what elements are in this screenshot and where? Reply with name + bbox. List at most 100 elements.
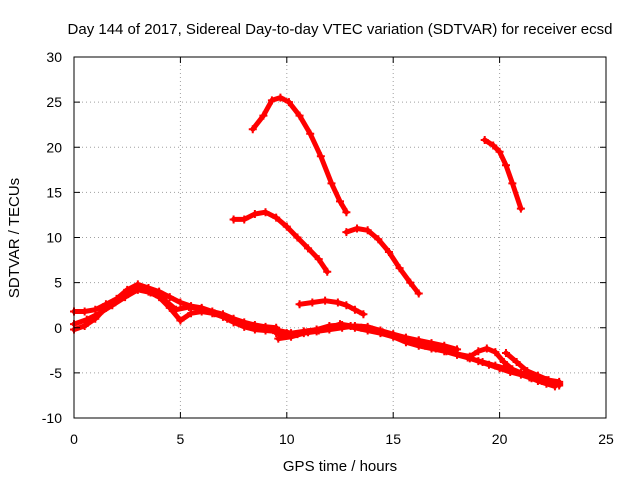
data-point-marker	[508, 365, 517, 374]
data-point-marker	[176, 298, 185, 307]
data-point-marker	[474, 347, 483, 356]
y-tick-label: -5	[50, 365, 63, 381]
data-point-marker	[525, 373, 534, 382]
data-point-marker	[82, 315, 91, 324]
data-point-marker	[325, 325, 334, 334]
data-point-marker	[187, 309, 196, 318]
y-tick-label: 25	[46, 94, 62, 110]
data-point-marker	[316, 152, 325, 161]
data-point-marker	[389, 330, 398, 339]
x-axis-label: GPS time / hours	[283, 458, 397, 475]
data-point-marker	[453, 345, 462, 354]
data-point-marker	[261, 323, 270, 332]
data-point-marker	[550, 382, 559, 391]
y-tick-label: 0	[54, 320, 62, 336]
data-point-marker	[293, 233, 302, 242]
y-tick-label: 20	[46, 139, 62, 155]
data-point-marker	[482, 344, 491, 353]
data-point-marker	[287, 332, 296, 341]
series-line-arc-3	[343, 226, 422, 296]
series-line-arc-2	[231, 209, 330, 275]
data-point-marker	[501, 349, 510, 358]
data-point-marker	[304, 244, 313, 253]
data-point-marker	[414, 336, 423, 345]
y-tick-label: 5	[54, 275, 62, 291]
data-point-marker	[327, 179, 336, 188]
data-point-marker	[523, 367, 532, 376]
data-point-marker	[321, 296, 330, 305]
data-point-marker	[376, 326, 385, 335]
data-point-marker	[248, 321, 257, 330]
data-point-marker	[159, 294, 168, 303]
data-point-marker	[210, 309, 219, 318]
data-point-marker	[95, 309, 104, 318]
data-point-marker	[223, 314, 232, 323]
data-point-marker	[284, 98, 293, 107]
data-point-marker	[299, 329, 308, 338]
data-point-marker	[480, 136, 489, 145]
data-point-marker	[229, 215, 238, 224]
data-point-marker	[484, 360, 493, 369]
data-point-marker	[272, 213, 281, 222]
y-tick-label: 15	[46, 184, 62, 200]
axis-ticks: 0 5 10 15 20 25 -10 -5 0 5 10 15 20 25 30	[42, 49, 614, 447]
grid-lines	[74, 57, 606, 418]
data-point-marker	[512, 358, 521, 367]
data-point-marker	[544, 376, 553, 385]
data-point-marker	[342, 301, 351, 310]
data-point-marker	[440, 341, 449, 350]
data-point-marker	[350, 321, 359, 330]
data-point-marker	[250, 210, 259, 219]
data-point-marker	[516, 368, 525, 377]
data-point-marker	[495, 147, 504, 156]
data-point-marker	[401, 333, 410, 342]
data-point-marker	[276, 93, 285, 102]
data-point-marker	[414, 289, 423, 298]
data-point-marker	[474, 357, 483, 366]
x-tick-label: 15	[385, 431, 401, 447]
data-point-marker	[359, 310, 368, 319]
data-point-marker	[350, 305, 359, 314]
data-point-marker	[108, 301, 117, 310]
x-tick-label: 0	[70, 431, 78, 447]
data-point-marker	[267, 96, 276, 105]
data-point-marker	[240, 215, 249, 224]
data-point-marker	[312, 327, 321, 336]
data-point-marker	[235, 319, 244, 328]
data-point-marker	[295, 300, 304, 309]
data-point-marker	[427, 339, 436, 348]
data-point-marker	[133, 285, 142, 294]
data-point-marker	[261, 208, 270, 217]
data-point-marker	[501, 161, 510, 170]
x-tick-label: 25	[598, 431, 614, 447]
data-point-marker	[342, 208, 351, 217]
data-point-marker	[465, 352, 474, 361]
x-tick-label: 20	[492, 431, 508, 447]
data-point-marker	[495, 364, 504, 373]
x-tick-label: 5	[177, 431, 185, 447]
y-tick-label: 10	[46, 230, 62, 246]
data-point-marker	[282, 222, 291, 231]
data-point-marker	[489, 141, 498, 150]
y-axis-label: SDTVAR / TECUs	[6, 178, 23, 298]
data-point-marker	[165, 293, 174, 302]
data-point-marker	[80, 307, 89, 316]
data-point-marker	[197, 304, 206, 313]
data-point-marker	[314, 255, 323, 264]
data-point-marker	[508, 179, 517, 188]
chart-title: Day 144 of 2017, Sidereal Day-to-day VTE…	[68, 21, 613, 38]
y-tick-label: -10	[42, 410, 62, 426]
data-point-marker	[363, 322, 372, 331]
data-point-marker	[308, 298, 317, 307]
data-point-marker	[363, 226, 372, 235]
data-point-marker	[342, 228, 351, 237]
data-point-marker	[323, 267, 332, 276]
data-point-marker	[80, 321, 89, 330]
data-point-marker	[406, 278, 415, 287]
data-point-marker	[374, 235, 383, 244]
x-tick-label: 10	[279, 431, 295, 447]
data-point-marker	[338, 323, 347, 332]
data-point-marker	[121, 293, 130, 302]
data-point-marker	[248, 125, 257, 134]
